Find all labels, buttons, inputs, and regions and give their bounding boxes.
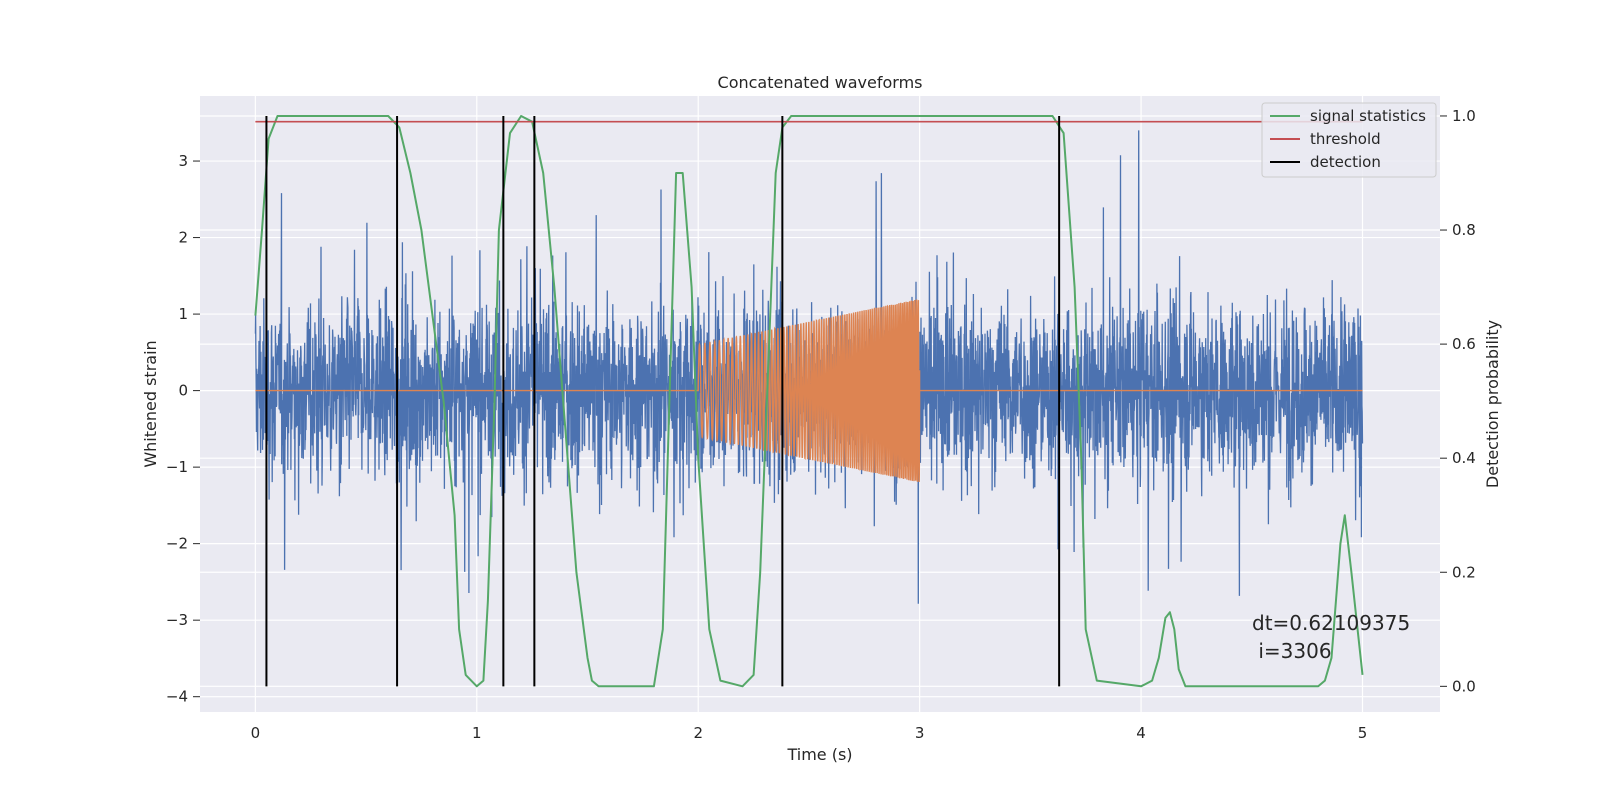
series-injection bbox=[255, 299, 1363, 482]
y2-tick-label: 0.8 bbox=[1452, 221, 1476, 239]
y-axis-right: 1.0 0.8 0.6 0.4 0.2 0.0 bbox=[1440, 107, 1476, 695]
legend-label-threshold: threshold bbox=[1310, 130, 1381, 148]
y-tick-label: 0 bbox=[178, 382, 188, 400]
y2-tick-label: 0.0 bbox=[1452, 677, 1476, 695]
legend-box bbox=[1261, 102, 1437, 178]
legend-label-detection: detection bbox=[1310, 153, 1381, 171]
series-signal-statistics bbox=[254, 115, 1364, 688]
y-tick-label: −2 bbox=[166, 535, 188, 553]
y-axis-left: 3 2 1 0 −1 −2 −3 −4 bbox=[166, 152, 200, 706]
y-tick-label: −4 bbox=[166, 688, 188, 706]
y-tick-label: −3 bbox=[166, 611, 188, 629]
y-axis-right-label: Detection probability bbox=[1483, 320, 1502, 488]
y2-tick-label: 0.2 bbox=[1452, 563, 1476, 581]
annotation-dt: dt=0.62109375 bbox=[1252, 611, 1410, 635]
y-tick-label: 1 bbox=[178, 305, 188, 323]
y-tick-label: 3 bbox=[178, 152, 188, 170]
annotation-i: i=3306 bbox=[1252, 639, 1332, 663]
series-layer bbox=[254, 115, 1364, 688]
x-axis: 0 1 2 3 4 5 bbox=[251, 724, 1368, 742]
y2-tick-label: 0.4 bbox=[1452, 449, 1476, 467]
x-tick-label: 0 bbox=[251, 724, 261, 742]
legend-label-signal-statistics: signal statistics bbox=[1310, 107, 1426, 125]
y2-tick-label: 0.6 bbox=[1452, 335, 1476, 353]
y-tick-label: −1 bbox=[166, 458, 188, 476]
legend: signal statistics threshold detection bbox=[1261, 102, 1437, 178]
x-tick-label: 2 bbox=[693, 724, 703, 742]
y2-tick-label: 1.0 bbox=[1452, 107, 1476, 125]
y-axis-label: Whitened strain bbox=[141, 340, 160, 467]
chart-title: Concatenated waveforms bbox=[718, 73, 923, 92]
x-tick-label: 1 bbox=[472, 724, 482, 742]
x-tick-label: 4 bbox=[1136, 724, 1146, 742]
x-axis-label: Time (s) bbox=[786, 745, 852, 764]
y-tick-label: 2 bbox=[178, 229, 188, 247]
x-tick-label: 3 bbox=[915, 724, 925, 742]
x-tick-label: 5 bbox=[1358, 724, 1368, 742]
